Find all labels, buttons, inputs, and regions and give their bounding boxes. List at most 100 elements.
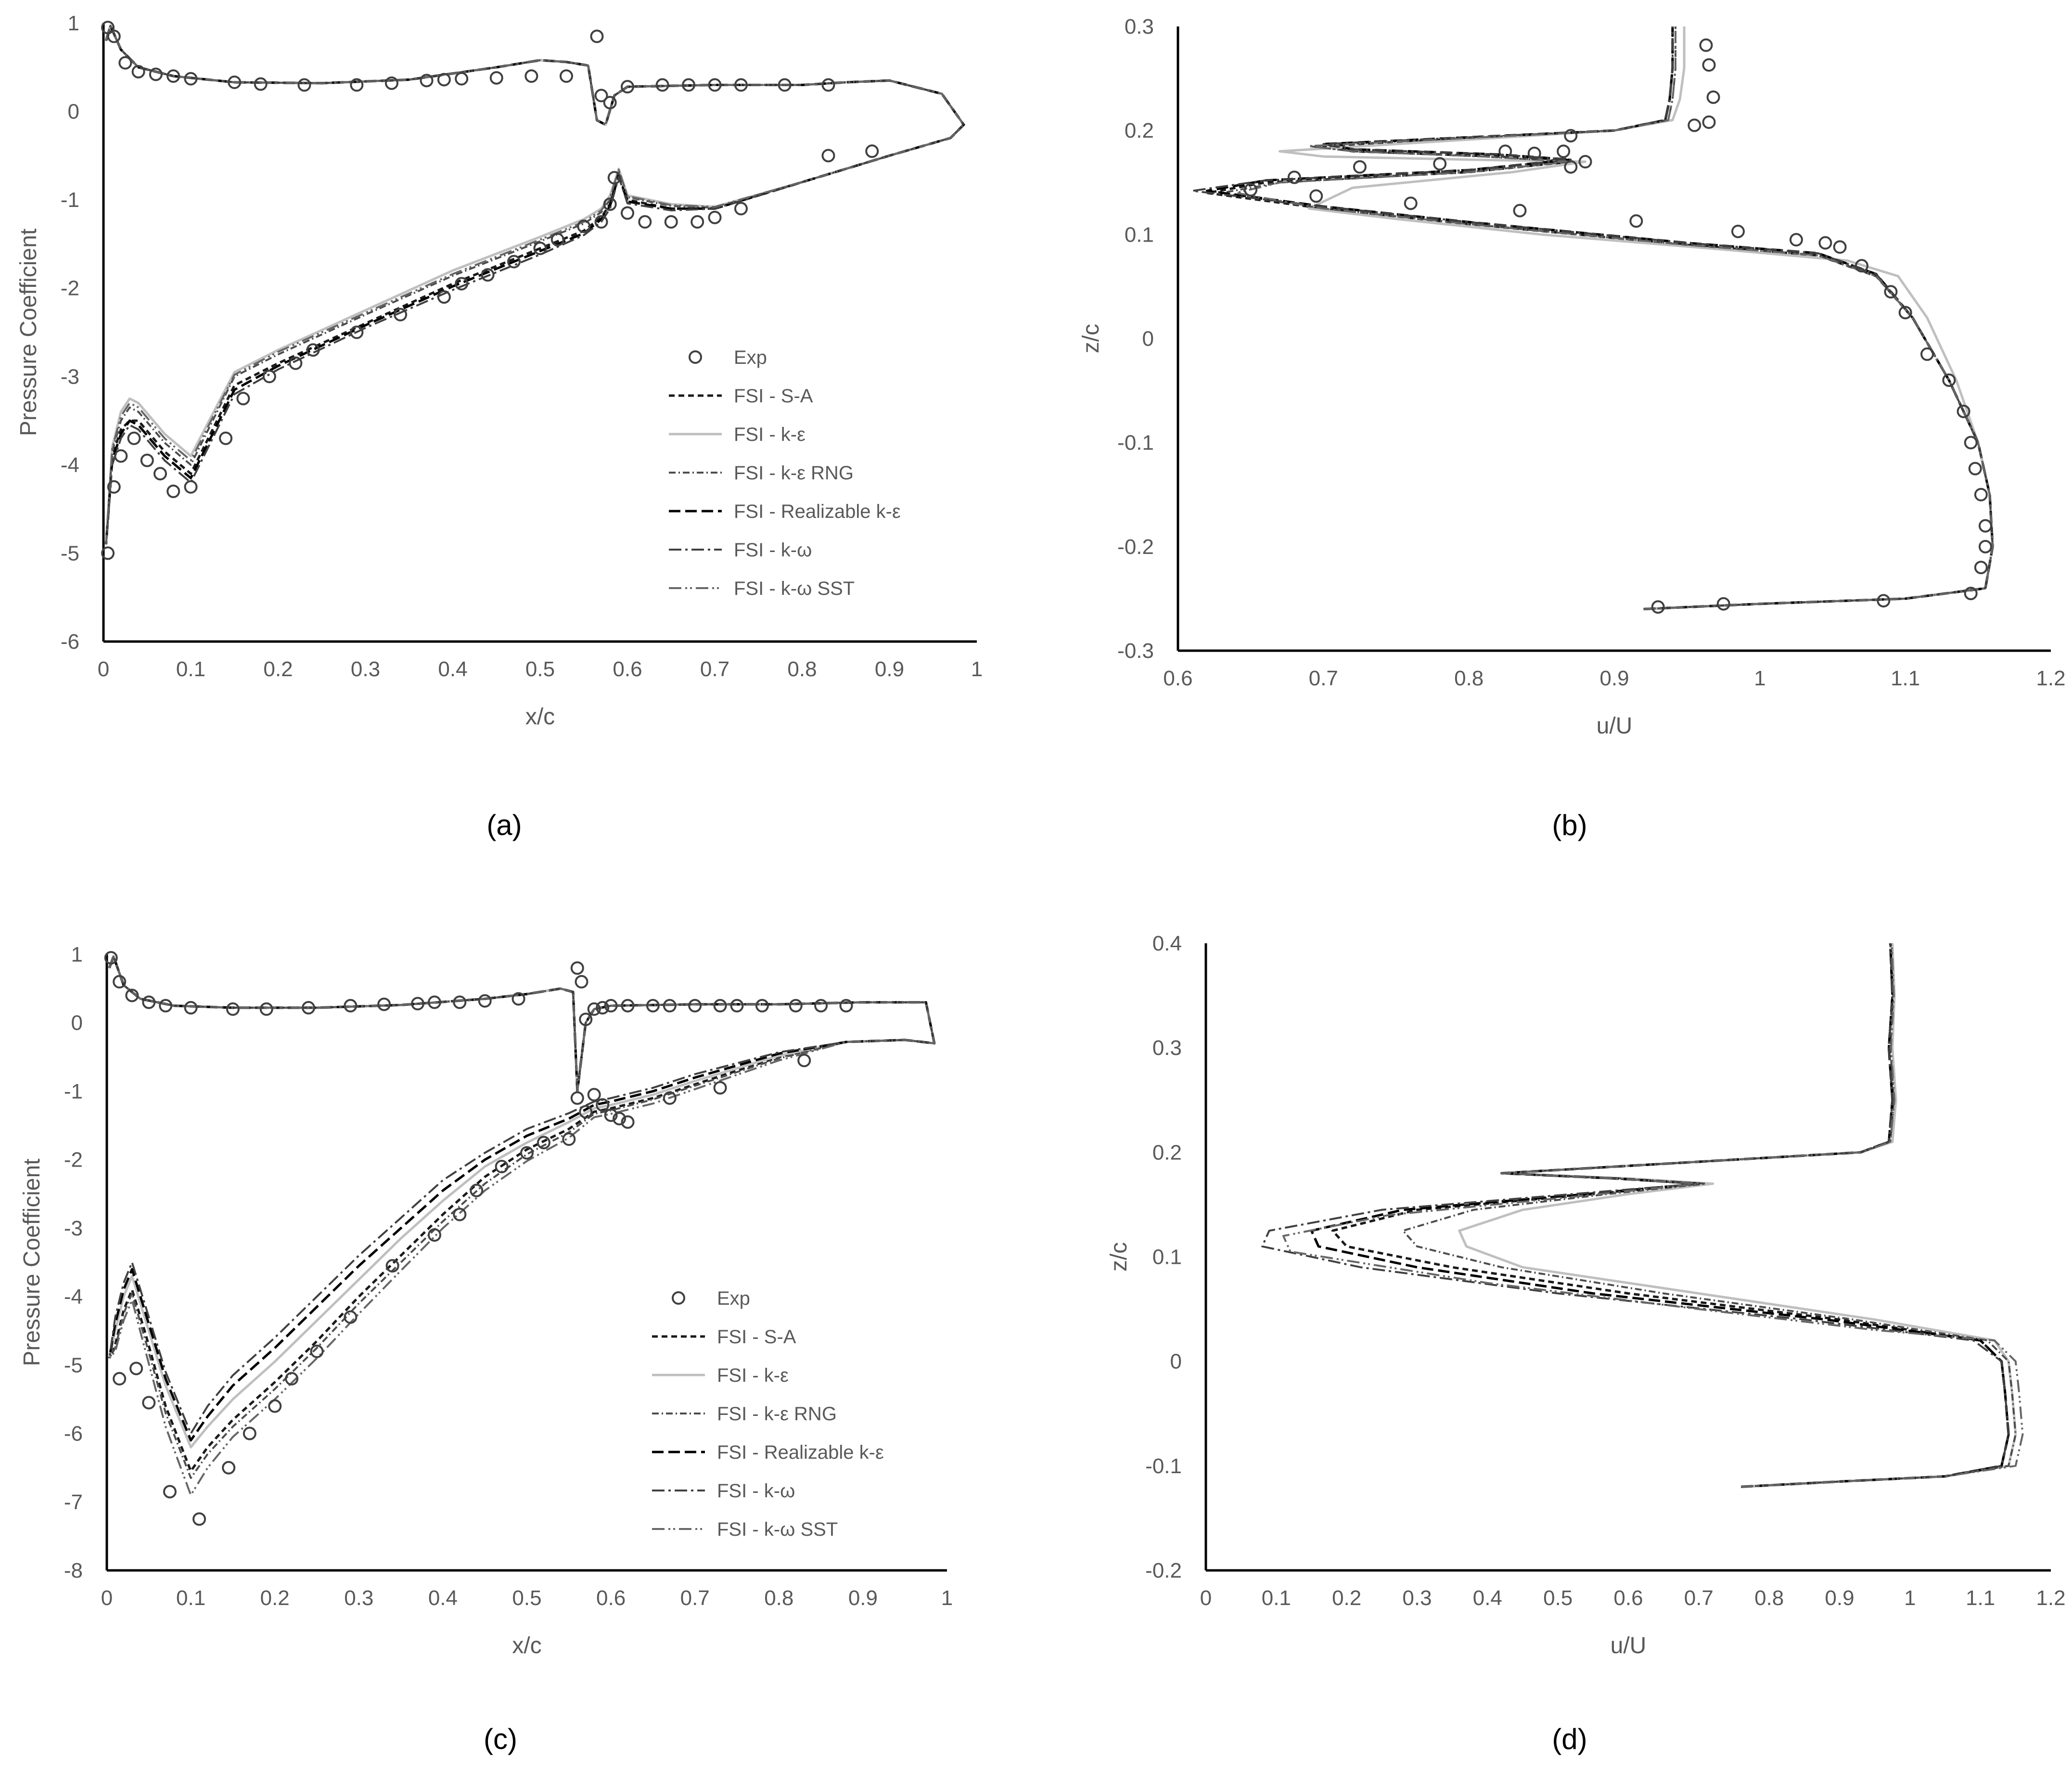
exp-point bbox=[1498, 144, 1512, 158]
series-line-fsi-k-ω-sst bbox=[1235, 26, 1994, 610]
exp-point bbox=[470, 1183, 484, 1197]
y-tick-label: 1 bbox=[71, 943, 83, 966]
exp-point bbox=[384, 76, 398, 90]
exp-point bbox=[455, 72, 469, 86]
exp-point bbox=[594, 89, 608, 103]
exp-point bbox=[821, 149, 835, 163]
x-tick-label: 0.9 bbox=[848, 1586, 878, 1610]
exp-point bbox=[411, 997, 425, 1011]
exp-point bbox=[664, 215, 678, 229]
exp-point bbox=[163, 1485, 177, 1499]
exp-point bbox=[1968, 462, 1982, 475]
exp-point bbox=[437, 73, 451, 87]
exp-point bbox=[596, 1098, 610, 1112]
y-tick-label: -6 bbox=[61, 630, 79, 654]
exp-point bbox=[184, 480, 198, 494]
x-axis-title: x/c bbox=[525, 704, 555, 730]
exp-point bbox=[1818, 236, 1832, 250]
x-tick-label: 0.2 bbox=[263, 657, 293, 681]
x-tick-label: 0.3 bbox=[344, 1586, 373, 1610]
x-tick-label: 0.5 bbox=[1543, 1586, 1573, 1610]
exp-point bbox=[537, 1136, 550, 1150]
exp-point bbox=[236, 392, 250, 406]
series-line-fsi-k-ω bbox=[108, 955, 935, 1435]
series-line-fsi-k-ω bbox=[1191, 26, 1994, 610]
exp-point bbox=[663, 1091, 677, 1105]
y-tick-label: 0.3 bbox=[1152, 1036, 1182, 1060]
exp-point bbox=[262, 370, 276, 384]
exp-point bbox=[1974, 561, 1988, 575]
exp-point bbox=[1699, 38, 1713, 52]
exp-point bbox=[107, 29, 121, 43]
y-tick-label: 0.2 bbox=[1152, 1141, 1182, 1164]
exp-point bbox=[1920, 347, 1934, 361]
exp-point bbox=[533, 242, 547, 256]
exp-point bbox=[755, 999, 769, 1013]
exp-point bbox=[655, 78, 669, 92]
series-line-fsi-k-ε bbox=[1279, 26, 1994, 610]
panel-label: (b) bbox=[1552, 809, 1587, 841]
series-line-fsi-s-a bbox=[1331, 943, 2010, 1488]
legend-label: FSI - k-ω SST bbox=[734, 578, 855, 599]
exp-point bbox=[730, 999, 744, 1013]
y-tick-label: 0 bbox=[71, 1011, 83, 1035]
exp-point bbox=[1578, 155, 1592, 169]
exp-point bbox=[734, 202, 748, 216]
x-tick-label: 0.7 bbox=[700, 657, 729, 681]
exp-point bbox=[101, 546, 115, 560]
exp-point bbox=[789, 999, 803, 1013]
series-line-fsi-s-a bbox=[1206, 26, 1994, 610]
y-axis-title: z/c bbox=[1078, 324, 1104, 353]
exp-point bbox=[1527, 146, 1541, 160]
y-tick-label: 0.2 bbox=[1125, 119, 1154, 142]
series-line-fsi-k-ω-sst bbox=[105, 25, 965, 545]
exp-point bbox=[570, 1091, 584, 1105]
exp-point bbox=[166, 484, 180, 498]
exp-point bbox=[797, 1054, 811, 1067]
x-tick-label: 0.6 bbox=[596, 1586, 626, 1610]
exp-point bbox=[621, 999, 635, 1013]
legend-label: Exp bbox=[717, 1288, 750, 1309]
exp-point bbox=[604, 1108, 618, 1122]
exp-point bbox=[453, 995, 467, 1009]
legend-marker-exp bbox=[689, 350, 702, 364]
y-tick-label: 0.4 bbox=[1152, 932, 1182, 955]
exp-point bbox=[682, 78, 696, 92]
x-tick-label: 1 bbox=[1904, 1586, 1916, 1610]
legend-label: FSI - k-ω bbox=[734, 540, 812, 561]
exp-point bbox=[1855, 259, 1868, 273]
exp-point bbox=[1353, 160, 1367, 174]
exp-point bbox=[570, 961, 584, 975]
exp-point bbox=[344, 999, 358, 1013]
exp-point bbox=[107, 480, 121, 494]
legend-label: FSI - k-ε bbox=[717, 1365, 789, 1386]
exp-point bbox=[1688, 118, 1701, 132]
exp-point bbox=[713, 1081, 727, 1095]
x-tick-label: 1.2 bbox=[2036, 667, 2065, 690]
x-tick-label: 0.2 bbox=[260, 1586, 290, 1610]
panel-label: (a) bbox=[486, 809, 522, 841]
legend: Exp FSI - S-A FSI - k-ε FSI - k-ε RNG FSI - … bbox=[669, 347, 901, 599]
x-tick-label: 0.9 bbox=[875, 657, 904, 681]
exp-point bbox=[153, 467, 167, 481]
y-tick-label: 0 bbox=[1142, 327, 1154, 351]
exp-point bbox=[1964, 436, 1978, 450]
x-tick-label: 0.8 bbox=[1454, 667, 1484, 690]
exp-point bbox=[344, 1310, 358, 1324]
x-tick-label: 0 bbox=[98, 657, 109, 681]
y-tick-label: -6 bbox=[64, 1422, 83, 1446]
exp-point bbox=[708, 78, 722, 92]
exp-point bbox=[184, 1001, 198, 1015]
y-tick-label: -1 bbox=[61, 188, 79, 212]
exp-point bbox=[259, 1002, 273, 1016]
exp-point bbox=[734, 78, 748, 92]
exp-point bbox=[131, 64, 145, 78]
x-tick-label: 0.1 bbox=[176, 1586, 205, 1610]
exp-point bbox=[1957, 404, 1970, 418]
x-tick-label: 0 bbox=[1200, 1586, 1212, 1610]
x-tick-label: 0.4 bbox=[428, 1586, 458, 1610]
exp-point bbox=[691, 215, 704, 229]
series-line-fsi-realizable-k-ε bbox=[1206, 26, 1994, 610]
exp-point bbox=[713, 999, 727, 1013]
exp-point bbox=[1287, 170, 1301, 184]
